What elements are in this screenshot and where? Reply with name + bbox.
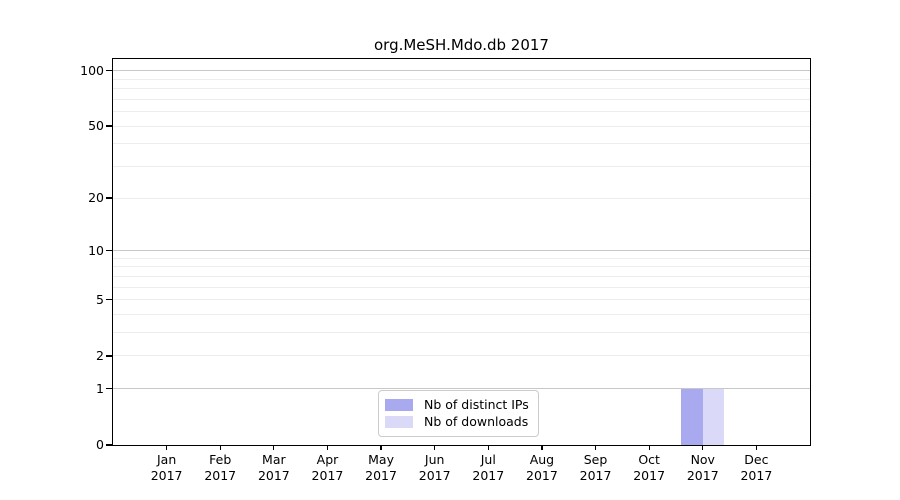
x-tick-mark-aug (541, 445, 543, 450)
x-tick-year: 2017 (579, 467, 612, 483)
x-tick-month: Jun (424, 452, 445, 467)
y-tick-label-0: 0 (96, 437, 104, 452)
legend-item-downloads: Nb of downloads (385, 413, 529, 430)
legend-label-downloads: Nb of downloads (424, 414, 529, 429)
legend: Nb of distinct IPs Nb of downloads (378, 390, 539, 437)
gridline-minor-2 (113, 355, 810, 357)
gridline-minor-70 (113, 98, 810, 100)
y-tick-label-100: 100 (80, 62, 104, 78)
x-tick-label-jan: Jan 2017 (137, 452, 197, 483)
bar-nov-nb-of-distinct-ips (681, 388, 703, 445)
x-tick-year: 2017 (257, 467, 290, 483)
x-tick-mark-may (380, 445, 382, 450)
y-tick-label-1: 1 (96, 380, 104, 396)
x-tick-label-nov: Nov 2017 (673, 452, 733, 483)
gridline-minor-20 (113, 197, 810, 199)
x-tick-mark-jul (487, 445, 489, 450)
gridline-minor-50 (113, 125, 810, 127)
x-tick-month: Mar (262, 452, 286, 467)
legend-label-distinct-ips: Nb of distinct IPs (424, 397, 529, 412)
x-tick-month: May (368, 452, 394, 467)
y-tick-label-2: 2 (96, 347, 104, 363)
x-tick-mark-feb (219, 445, 221, 450)
gridline-minor-7 (113, 275, 810, 277)
y-tick-mark-0 (106, 444, 113, 446)
gridline-minor-90 (113, 78, 810, 80)
x-tick-year: 2017 (633, 467, 666, 483)
y-tick-label-20: 20 (88, 190, 104, 206)
chart-title: org.MeSH.Mdo.db 2017 (374, 36, 549, 54)
x-tick-label-dec: Dec 2017 (726, 452, 786, 483)
x-tick-mark-sep (594, 445, 597, 450)
legend-swatch-distinct-ips (385, 398, 413, 411)
gridline-minor-40 (113, 143, 810, 145)
x-tick-label-mar: Mar 2017 (244, 452, 304, 483)
legend-swatch-downloads (385, 415, 413, 428)
x-tick-year: 2017 (526, 467, 558, 483)
x-tick-year: 2017 (150, 467, 183, 483)
y-tick-mark-1 (106, 388, 113, 390)
x-tick-month: Dec (744, 452, 769, 467)
gridline-minor-5 (113, 299, 810, 301)
x-tick-label-sep: Sep 2017 (566, 452, 626, 483)
x-tick-label-jul: Jul 2017 (458, 452, 518, 483)
x-tick-month: Nov (690, 452, 715, 467)
y-tick-mark-100 (106, 70, 113, 72)
y-tick-mark-2 (106, 355, 113, 357)
gridline-major-10 (113, 250, 810, 252)
x-tick-year: 2017 (365, 467, 397, 483)
y-tick-mark-10 (106, 249, 113, 252)
x-tick-month: Apr (316, 452, 339, 467)
x-tick-mark-apr (326, 445, 329, 450)
x-tick-month: Sep (583, 452, 608, 467)
x-tick-year: 2017 (418, 467, 451, 483)
gridline-major-1 (113, 388, 810, 390)
x-tick-mark-jun (434, 445, 436, 450)
x-tick-label-jun: Jun 2017 (405, 452, 465, 483)
x-tick-mark-nov (702, 445, 704, 450)
x-tick-year: 2017 (740, 467, 773, 483)
x-tick-month: Oct (638, 452, 660, 467)
x-tick-month: Aug (529, 452, 555, 467)
x-tick-year: 2017 (204, 467, 237, 483)
x-tick-label-feb: Feb 2017 (190, 452, 250, 483)
y-tick-label-50: 50 (88, 118, 104, 134)
gridline-minor-4 (113, 313, 810, 315)
y-tick-label-5: 5 (96, 291, 104, 307)
gridline-minor-3 (113, 332, 810, 334)
gridline-minor-30 (113, 166, 810, 167)
x-tick-label-may: May 2017 (351, 452, 411, 483)
x-tick-year: 2017 (686, 467, 719, 483)
bar-nov-nb-of-downloads (702, 388, 725, 445)
gridline-minor-9 (113, 257, 810, 259)
x-tick-month: Feb (209, 452, 232, 467)
x-tick-year: 2017 (472, 467, 505, 483)
plot-area (113, 59, 810, 445)
gridline-minor-8 (113, 266, 810, 268)
y-tick-mark-50 (106, 125, 113, 127)
x-tick-label-oct: Oct 2017 (619, 452, 679, 483)
x-tick-label-apr: Apr 2017 (297, 452, 357, 483)
gridline-minor-80 (113, 88, 810, 90)
x-tick-month: Jan (156, 452, 177, 467)
x-tick-mark-dec (755, 445, 758, 450)
x-tick-mark-mar (273, 445, 275, 450)
y-tick-mark-20 (106, 197, 113, 199)
y-tick-mark-5 (106, 299, 113, 301)
gridline-major-100 (113, 70, 810, 72)
x-tick-mark-jan (165, 445, 168, 450)
x-tick-year: 2017 (311, 467, 344, 483)
y-tick-label-10: 10 (88, 242, 104, 258)
x-tick-mark-oct (648, 445, 650, 450)
gridline-minor-6 (113, 286, 810, 288)
x-tick-label-aug: Aug 2017 (512, 452, 572, 483)
legend-item-distinct-ips: Nb of distinct IPs (385, 396, 529, 413)
x-tick-month: Jul (480, 452, 496, 467)
gridline-minor-60 (113, 111, 810, 113)
